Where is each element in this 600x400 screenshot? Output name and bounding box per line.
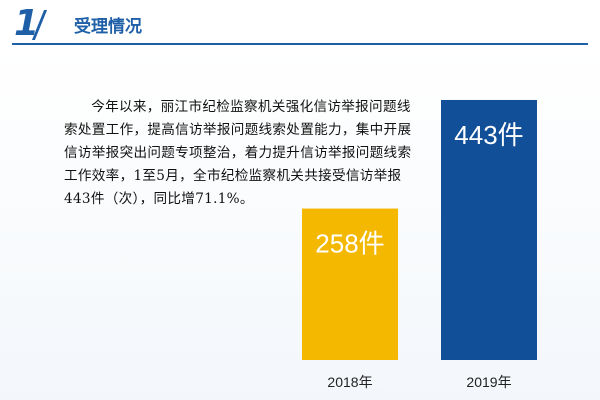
- section-title: 受理情况: [74, 17, 142, 37]
- bar-value-label-2018: 258件: [315, 229, 384, 259]
- intro-paragraph: 今年以来，丽江市纪检监察机关强化信访举报问题线索处置工作，提高信访举报问题线索处…: [64, 99, 412, 207]
- section-header: 1 受理情况: [0, 0, 600, 50]
- x-tick-label-2018: 2018年: [327, 374, 372, 390]
- bar-2019: [441, 99, 537, 360]
- header-rule: [12, 43, 588, 45]
- bar-value-label-2019: 443件: [454, 120, 523, 150]
- x-tick-label-2019: 2019年: [466, 374, 511, 390]
- bar-2018: [302, 208, 398, 360]
